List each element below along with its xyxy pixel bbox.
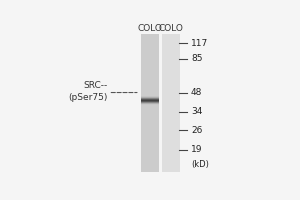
Text: 48: 48 [191,88,202,97]
Text: COLO: COLO [158,24,183,33]
Text: 34: 34 [191,107,202,116]
Text: 26: 26 [191,126,202,135]
Text: 85: 85 [191,54,202,63]
Text: COLO: COLO [137,24,162,33]
Text: 19: 19 [191,145,202,154]
Text: SRC--: SRC-- [83,81,107,90]
Text: (kD): (kD) [191,160,209,169]
Text: (pSer75): (pSer75) [68,93,107,102]
Text: 117: 117 [191,39,208,48]
